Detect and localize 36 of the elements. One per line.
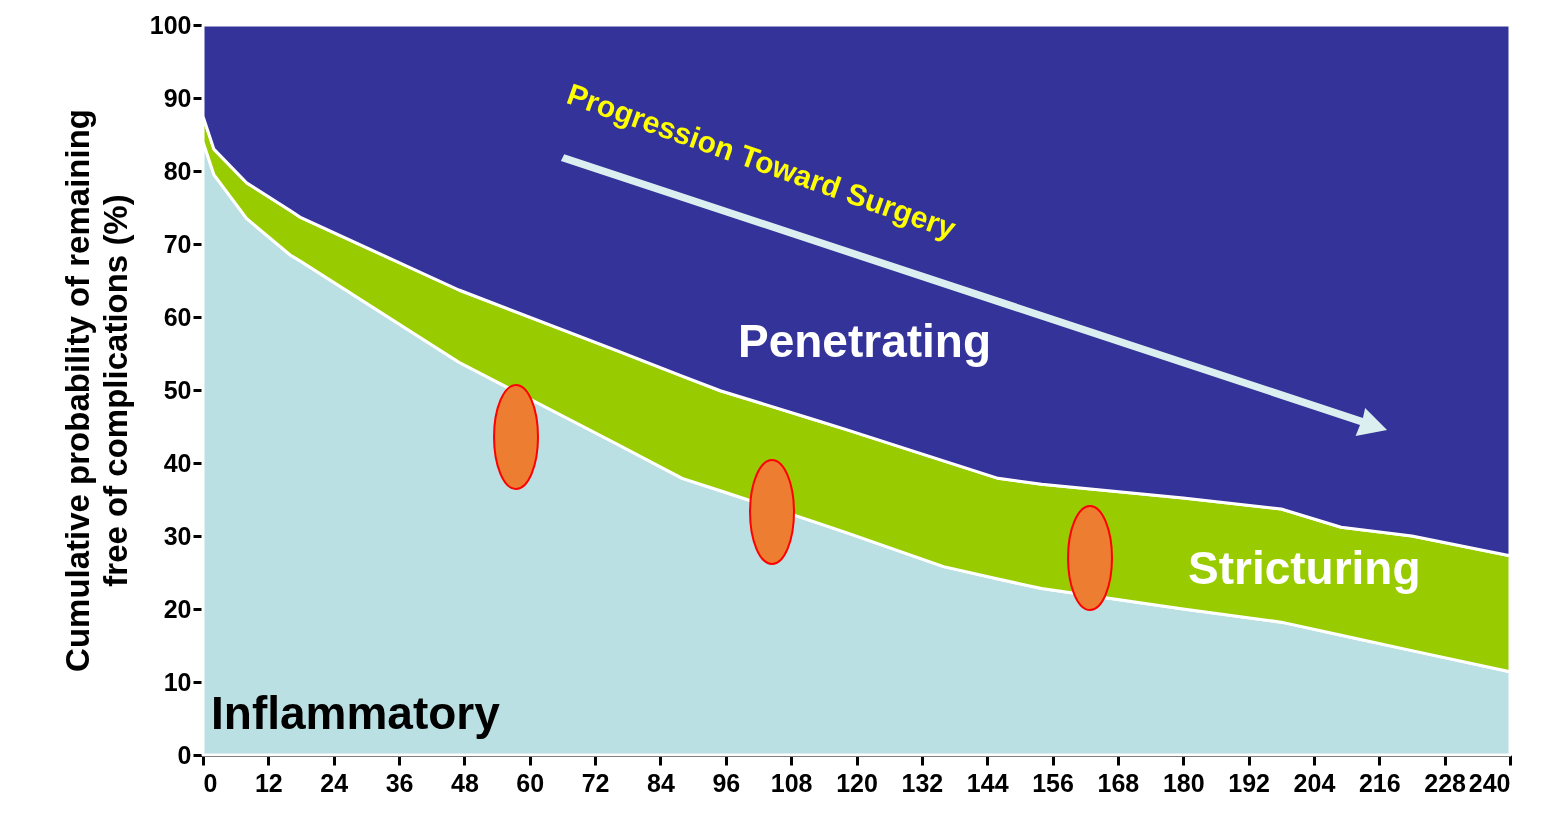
y-axis-title: Cumulative probability of remaining free of complications (%) xyxy=(58,109,134,672)
y-tick-label: 70 xyxy=(163,229,192,258)
x-tick-label: 132 xyxy=(901,768,944,797)
y-tick-label: 40 xyxy=(163,448,192,477)
x-tick-label: 168 xyxy=(1097,768,1140,797)
x-tick-label: 228 xyxy=(1424,768,1467,797)
x-tick-label: 156 xyxy=(1032,768,1074,797)
x-tick-label: 48 xyxy=(450,768,479,797)
y-tick-label: 90 xyxy=(163,83,192,112)
x-tick-label: 96 xyxy=(712,768,741,797)
x-tick-label: 108 xyxy=(770,768,813,797)
x-tick-label: 144 xyxy=(966,768,1009,797)
y-tick-label: 30 xyxy=(163,521,192,550)
x-tick-label: 192 xyxy=(1228,768,1270,797)
x-tick-label: 0 xyxy=(203,768,218,797)
x-tick-label: 24 xyxy=(320,768,349,797)
y-tick-label: 100 xyxy=(149,10,192,39)
series-label: Stricturing xyxy=(1188,542,1421,594)
y-tick-label: 10 xyxy=(163,667,192,696)
x-tick-label: 216 xyxy=(1358,768,1401,797)
series-label: Inflammatory xyxy=(211,687,501,739)
y-tick-label: 0 xyxy=(177,740,192,769)
y-tick-label: 20 xyxy=(163,594,192,623)
x-tick-label: 180 xyxy=(1162,768,1205,797)
x-tick-label: 204 xyxy=(1293,768,1336,797)
x-tick-label: 36 xyxy=(385,768,414,797)
x-tick-label: 84 xyxy=(647,768,675,797)
y-tick-label: 50 xyxy=(163,375,192,404)
x-tick-label: 12 xyxy=(254,768,283,797)
y-tick-label: 80 xyxy=(163,156,192,185)
x-tick-label: 60 xyxy=(516,768,545,797)
x-tick-label: 72 xyxy=(581,768,610,797)
series-label: Penetrating xyxy=(738,315,992,367)
x-tick-label: 240 xyxy=(1468,768,1511,797)
y-tick-label: 60 xyxy=(163,302,192,331)
x-tick-label: 120 xyxy=(836,768,878,797)
